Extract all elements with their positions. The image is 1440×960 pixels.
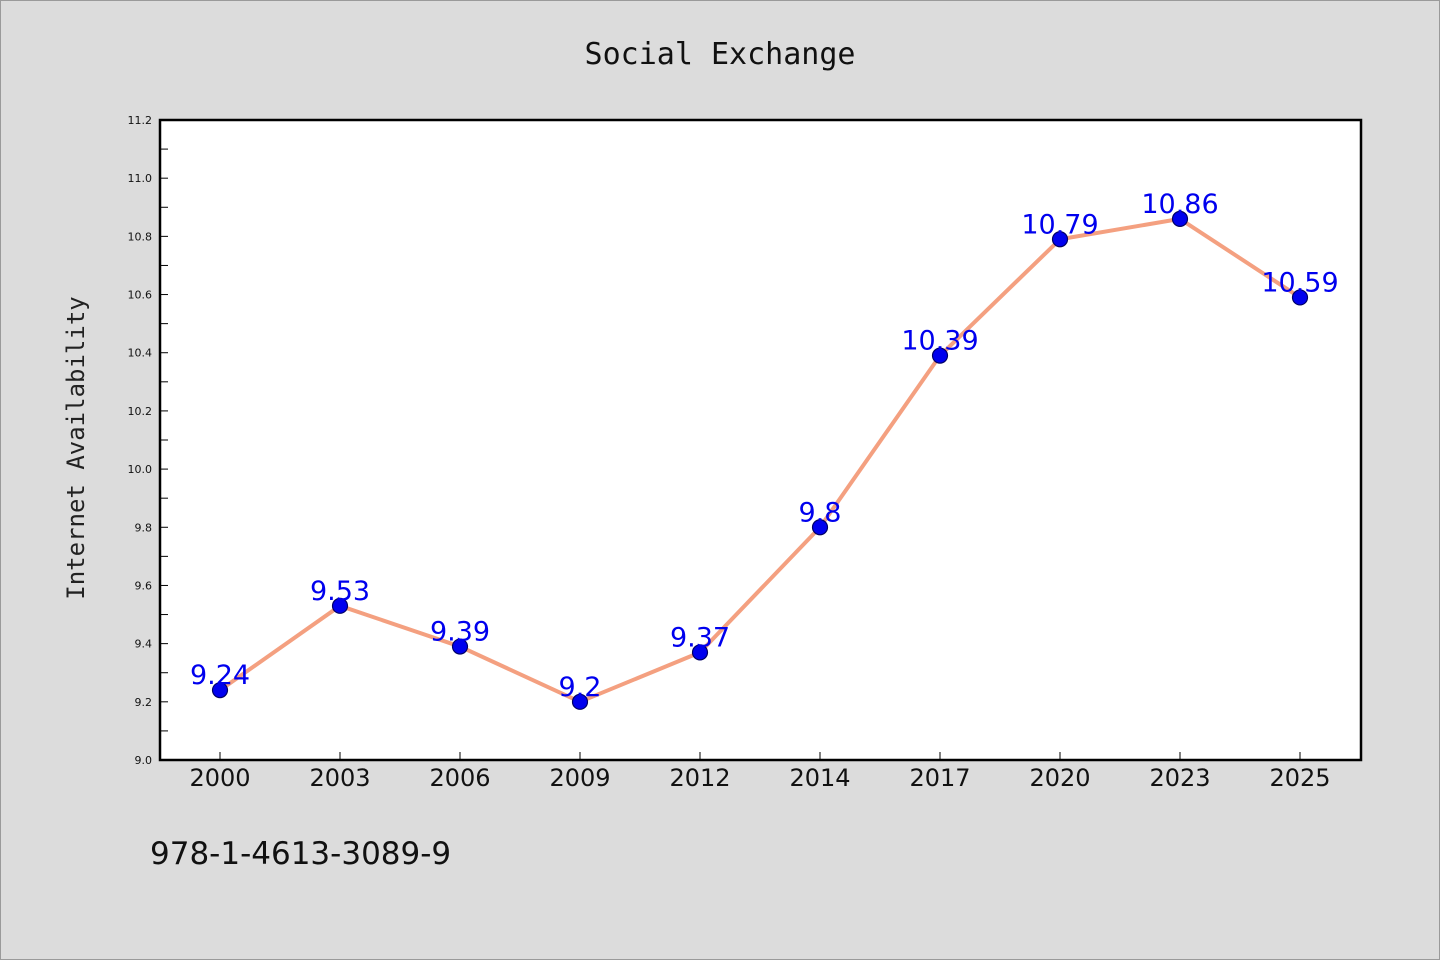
data-label: 9.39	[430, 617, 490, 648]
data-label: 9.2	[559, 672, 602, 703]
data-label: 9.24	[190, 660, 250, 691]
data-point	[571, 693, 589, 710]
y-tick-label: 10.8	[128, 230, 153, 243]
x-tick-label: 2025	[1269, 764, 1330, 792]
data-point	[931, 347, 949, 364]
y-tick-label: 9.8	[135, 521, 153, 534]
x-tick-label: 2014	[789, 764, 850, 792]
plot-border	[158, 118, 1363, 762]
x-axis-ticks: 2000 2003 2006 2009 2012 2014 2017 2020 2023 2025	[189, 752, 1331, 792]
data-label: 10.59	[1261, 267, 1338, 298]
data-point	[1291, 289, 1309, 306]
y-axis-label: Internet Availability	[62, 296, 90, 599]
data-point	[451, 638, 469, 655]
data-label: 9.8	[799, 497, 842, 528]
y-tick-label: 10.2	[128, 405, 153, 418]
x-tick-label: 2009	[549, 764, 610, 792]
x-tick-label: 2003	[309, 764, 370, 792]
y-axis-ticks: 9.0 9.2 9.4 9.6 9.8 10.0 10.2 10.4 10.6 10.8 11.0 1…	[128, 114, 168, 767]
data-label: 9.53	[310, 576, 370, 607]
data-label: 10.79	[1021, 209, 1098, 240]
x-tick-label: 2023	[1149, 764, 1210, 792]
y-tick-label: 10.6	[128, 289, 153, 302]
footer-isbn: 978-1-4613-3089-9	[150, 836, 451, 872]
series-group: 9.24 9.53 9.39 9.2 9.37 9.8 10.39 10.79 10.86 10.…	[190, 189, 1339, 710]
chart-title: Social Exchange	[585, 37, 856, 72]
data-point	[331, 597, 349, 614]
y-tick-label: 9.2	[135, 696, 153, 709]
y-tick-label: 9.6	[135, 579, 153, 592]
series-line	[218, 216, 1302, 704]
y-tick-label: 9.4	[135, 638, 153, 651]
data-point	[1171, 210, 1189, 228]
data-point	[211, 682, 229, 699]
data-point	[1051, 231, 1069, 248]
x-tick-label: 2020	[1029, 764, 1090, 792]
x-tick-label: 2012	[669, 764, 730, 792]
x-tick-label: 2006	[429, 764, 490, 792]
plot-area	[160, 120, 1361, 760]
data-point	[811, 519, 829, 536]
data-label: 10.86	[1141, 189, 1218, 220]
y-tick-label: 10.4	[128, 347, 153, 360]
y-tick-label: 11.0	[128, 172, 153, 185]
data-point	[691, 644, 709, 661]
x-tick-label: 2000	[189, 764, 250, 792]
data-label: 9.37	[670, 622, 730, 653]
data-label: 10.39	[901, 326, 978, 357]
x-tick-label: 2017	[909, 764, 970, 792]
y-tick-label: 10.0	[128, 463, 153, 476]
y-tick-label: 11.2	[128, 114, 153, 127]
y-tick-label: 9.0	[135, 754, 153, 767]
